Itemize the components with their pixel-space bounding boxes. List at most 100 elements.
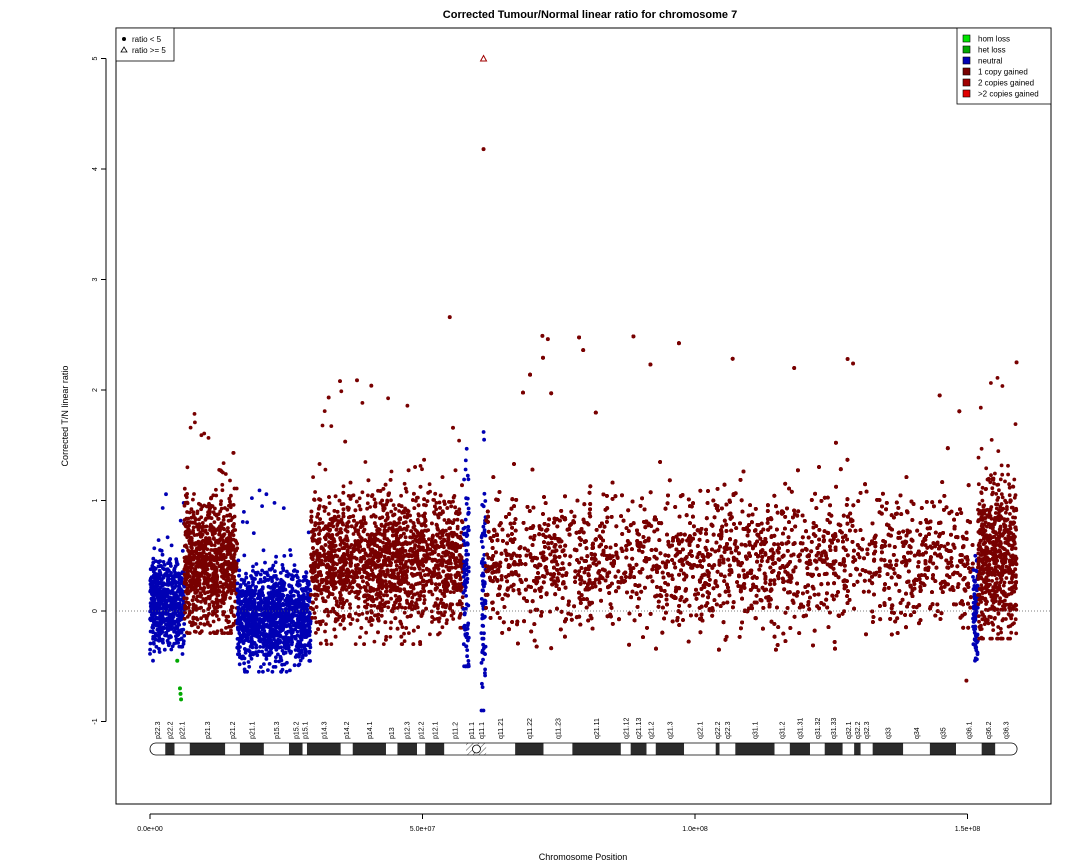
data-point: [194, 604, 198, 608]
data-point: [340, 587, 345, 592]
data-point: [351, 532, 356, 536]
data-point: [194, 564, 198, 569]
data-point: [229, 628, 233, 633]
data-point: [377, 572, 382, 577]
data-point: [359, 626, 364, 630]
data-point: [158, 559, 163, 563]
data-point: [195, 588, 200, 593]
data-point: [213, 506, 217, 511]
data-point: [282, 618, 286, 623]
data-point: [240, 520, 245, 524]
data-point: [291, 593, 296, 598]
data-point: [193, 420, 197, 425]
data-point: [236, 558, 241, 563]
data-point: [234, 561, 239, 566]
data-point: [182, 616, 187, 621]
data-point: [218, 468, 223, 473]
data-point: [222, 561, 227, 566]
data-point: [372, 639, 377, 644]
data-point: [436, 515, 441, 520]
data-point: [457, 615, 462, 620]
data-point: [422, 598, 427, 602]
data-point: [177, 617, 181, 622]
data-point: [258, 639, 263, 644]
data-point: [224, 574, 229, 578]
data-point: [200, 551, 205, 555]
data-point: [394, 567, 399, 572]
data-point: [226, 589, 231, 594]
data-point: [400, 625, 405, 629]
data-point: [242, 510, 246, 514]
data-point: [243, 648, 248, 653]
data-point: [312, 611, 317, 615]
data-point: [182, 633, 187, 638]
data-point: [208, 540, 213, 545]
data-point: [317, 532, 321, 536]
data-point: [207, 501, 211, 506]
data-point: [295, 613, 299, 618]
data-point: [397, 602, 402, 607]
data-point: [207, 551, 212, 556]
data-point: [323, 467, 328, 472]
data-point: [243, 625, 247, 630]
data-point: [251, 576, 255, 581]
data-point: [221, 470, 225, 475]
data-point: [201, 524, 206, 529]
data-point: [402, 481, 407, 486]
data-point: [218, 549, 223, 554]
data-point: [364, 605, 369, 610]
data-point: [247, 629, 251, 634]
data-point: [219, 521, 224, 526]
data-point: [221, 538, 226, 543]
data-point: [322, 552, 327, 557]
data-point: [380, 498, 384, 503]
data-point: [322, 535, 327, 540]
data-point: [280, 602, 285, 607]
data-point: [405, 524, 410, 529]
data-point: [251, 580, 255, 584]
data-point: [226, 526, 230, 530]
data-point: [414, 601, 418, 605]
data-point: [303, 627, 307, 632]
data-point: [191, 620, 196, 625]
data-point: [213, 606, 218, 610]
data-point: [181, 639, 186, 644]
data-point: [428, 589, 433, 594]
data-point: [182, 596, 187, 601]
data-point: [185, 520, 190, 525]
data-point: [172, 579, 176, 584]
data-point: [203, 576, 208, 581]
data-point: [170, 644, 175, 649]
data-point: [273, 569, 277, 574]
data-point: [264, 647, 269, 652]
data-point: [188, 425, 193, 430]
data-point: [430, 541, 434, 546]
data-point: [282, 643, 287, 648]
data-point: [324, 622, 328, 626]
data-point: [257, 630, 262, 635]
data-point: [218, 580, 223, 585]
data-point: [253, 588, 258, 593]
data-point: [311, 600, 315, 605]
data-point: [323, 505, 328, 510]
data-point: [207, 602, 212, 607]
data-point: [159, 590, 163, 594]
data-point: [184, 582, 189, 587]
data-point: [372, 521, 377, 525]
data-point: [201, 560, 205, 564]
data-point: [191, 525, 196, 530]
data-point: [189, 520, 194, 525]
data-point: [185, 510, 190, 514]
data-point: [148, 647, 153, 652]
data-point: [220, 600, 225, 605]
data-point: [420, 467, 424, 472]
data-point: [148, 609, 153, 614]
data-point: [163, 633, 168, 638]
data-point: [204, 552, 209, 557]
data-point: [433, 582, 438, 587]
data-point: [460, 483, 464, 488]
data-point: [314, 631, 318, 635]
data-point: [386, 605, 391, 610]
data-point: [177, 584, 182, 589]
data-point: [267, 650, 272, 654]
